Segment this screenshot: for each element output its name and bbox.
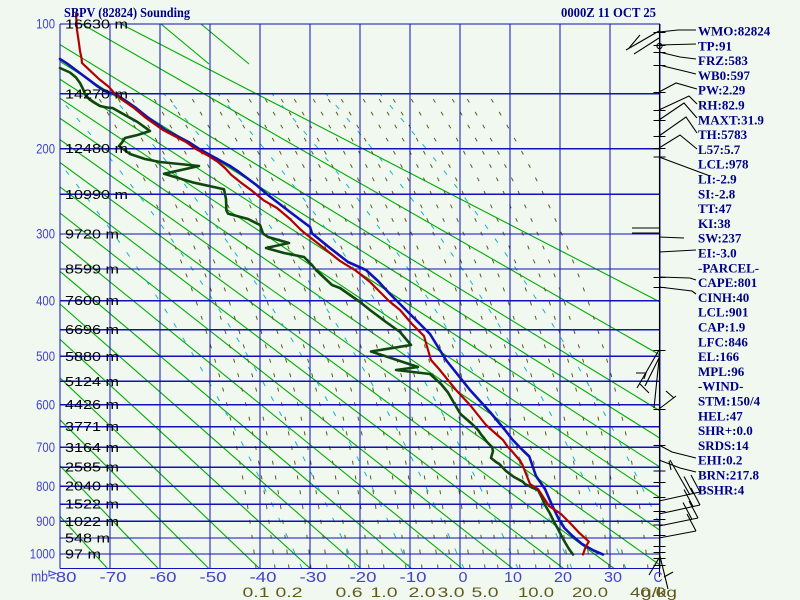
svg-text:1.0: 1.0 [371, 584, 398, 600]
svg-text:SHR+:0.0: SHR+:0.0 [698, 423, 753, 438]
svg-text:800: 800 [36, 478, 55, 494]
svg-text:-60: -60 [150, 570, 177, 586]
svg-text:-WIND-: -WIND- [698, 379, 744, 394]
svg-text:TH:5783: TH:5783 [698, 127, 748, 142]
svg-text:2585 m: 2585 m [65, 460, 119, 475]
svg-text:0.1: 0.1 [243, 584, 270, 600]
svg-text:10.0: 10.0 [518, 584, 554, 600]
svg-text:5880 m: 5880 m [65, 349, 119, 364]
svg-text:0.2: 0.2 [276, 584, 303, 600]
svg-text:MPL:96: MPL:96 [698, 364, 745, 379]
svg-text:20: 20 [554, 570, 572, 586]
svg-text:CAPE:801: CAPE:801 [698, 275, 757, 290]
svg-text:30: 30 [604, 570, 622, 586]
svg-text:MAXT:31.9: MAXT:31.9 [698, 112, 764, 127]
svg-text:0: 0 [459, 570, 468, 586]
svg-text:0000Z 11 OCT 25: 0000Z 11 OCT 25 [561, 5, 656, 20]
svg-text:-70: -70 [100, 570, 127, 586]
svg-text:LCL:901: LCL:901 [698, 305, 749, 320]
svg-text:6696 m: 6696 m [65, 322, 119, 337]
svg-text:3164 m: 3164 m [65, 440, 119, 455]
svg-text:BRN:217.8: BRN:217.8 [698, 468, 760, 483]
svg-text:700: 700 [36, 439, 55, 455]
svg-text:STM:150/4: STM:150/4 [698, 394, 761, 409]
svg-text:12480 m: 12480 m [65, 141, 128, 156]
svg-text:4426 m: 4426 m [65, 397, 119, 412]
svg-text:C: C [654, 570, 663, 586]
svg-text:9720 m: 9720 m [65, 226, 119, 241]
svg-text:RH:82.9: RH:82.9 [698, 98, 745, 113]
svg-text:20.0: 20.0 [572, 584, 608, 600]
svg-text:L57:5.7: L57:5.7 [698, 142, 741, 157]
svg-text:200: 200 [36, 140, 55, 156]
svg-text:1022 m: 1022 m [65, 514, 119, 529]
svg-text:CAP:1.9: CAP:1.9 [698, 320, 746, 335]
svg-text:900: 900 [36, 513, 55, 529]
svg-text:400: 400 [36, 292, 55, 308]
svg-text:-50: -50 [200, 570, 227, 586]
svg-text:1522 m: 1522 m [65, 497, 119, 512]
svg-text:TT:47: TT:47 [698, 201, 732, 216]
svg-text:g/kg: g/kg [641, 584, 677, 600]
svg-text:300: 300 [36, 226, 55, 242]
svg-text:7600 m: 7600 m [65, 293, 119, 308]
svg-text:mb: mb [31, 570, 48, 586]
svg-text:-40: -40 [250, 570, 277, 586]
svg-text:FRZ:583: FRZ:583 [698, 53, 748, 68]
svg-text:-20: -20 [350, 570, 377, 586]
svg-text:600: 600 [36, 396, 55, 412]
svg-text:EHI:0.2: EHI:0.2 [698, 453, 742, 468]
svg-text:WB0:597: WB0:597 [698, 68, 751, 83]
svg-text:PW:2.29: PW:2.29 [698, 83, 746, 98]
svg-text:40.0: 40.0 [630, 584, 666, 600]
svg-text:-10: -10 [400, 570, 427, 586]
svg-text:KI:38: KI:38 [698, 216, 731, 231]
svg-text:548 m: 548 m [65, 530, 110, 545]
svg-text:LI:-2.9: LI:-2.9 [698, 172, 737, 187]
svg-text:SI:-2.8: SI:-2.8 [698, 186, 736, 201]
svg-text:EL:166: EL:166 [698, 349, 740, 364]
svg-text:-80: -80 [50, 570, 77, 586]
svg-text:2.0: 2.0 [409, 584, 436, 600]
svg-text:EI:-3.0: EI:-3.0 [698, 246, 737, 261]
svg-text:10990 m: 10990 m [65, 187, 128, 202]
svg-text:3.0: 3.0 [438, 584, 465, 600]
svg-text:LFC:846: LFC:846 [698, 334, 748, 349]
svg-text:HEL:47: HEL:47 [698, 408, 743, 423]
svg-text:TP:91: TP:91 [698, 38, 732, 53]
svg-text:3771 m: 3771 m [65, 419, 119, 434]
svg-text:WMO:82824: WMO:82824 [698, 24, 771, 39]
svg-text:BSHR:4: BSHR:4 [698, 482, 745, 497]
svg-text:1000: 1000 [30, 546, 55, 562]
svg-text:SBPV (82824) Sounding: SBPV (82824) Sounding [64, 6, 190, 21]
svg-text:SRDS:14: SRDS:14 [698, 438, 749, 453]
svg-text:5.0: 5.0 [472, 584, 499, 600]
svg-text:5124 m: 5124 m [65, 374, 119, 389]
svg-text:500: 500 [36, 348, 55, 364]
svg-text:-30: -30 [300, 570, 327, 586]
svg-text:CINH:40: CINH:40 [698, 290, 749, 305]
svg-text:2040 m: 2040 m [65, 479, 119, 494]
svg-text:LCL:978: LCL:978 [698, 157, 749, 172]
svg-text:SW:237: SW:237 [698, 231, 742, 246]
svg-text:100: 100 [36, 16, 55, 32]
svg-text:97 m: 97 m [65, 546, 101, 561]
svg-text:10: 10 [504, 570, 522, 586]
svg-text:8599 m: 8599 m [65, 262, 119, 277]
svg-text:14270 m: 14270 m [65, 86, 128, 101]
svg-text:-PARCEL-: -PARCEL- [698, 260, 759, 275]
svg-text:16630 m: 16630 m [65, 17, 128, 32]
svg-text:0.6: 0.6 [336, 584, 363, 600]
